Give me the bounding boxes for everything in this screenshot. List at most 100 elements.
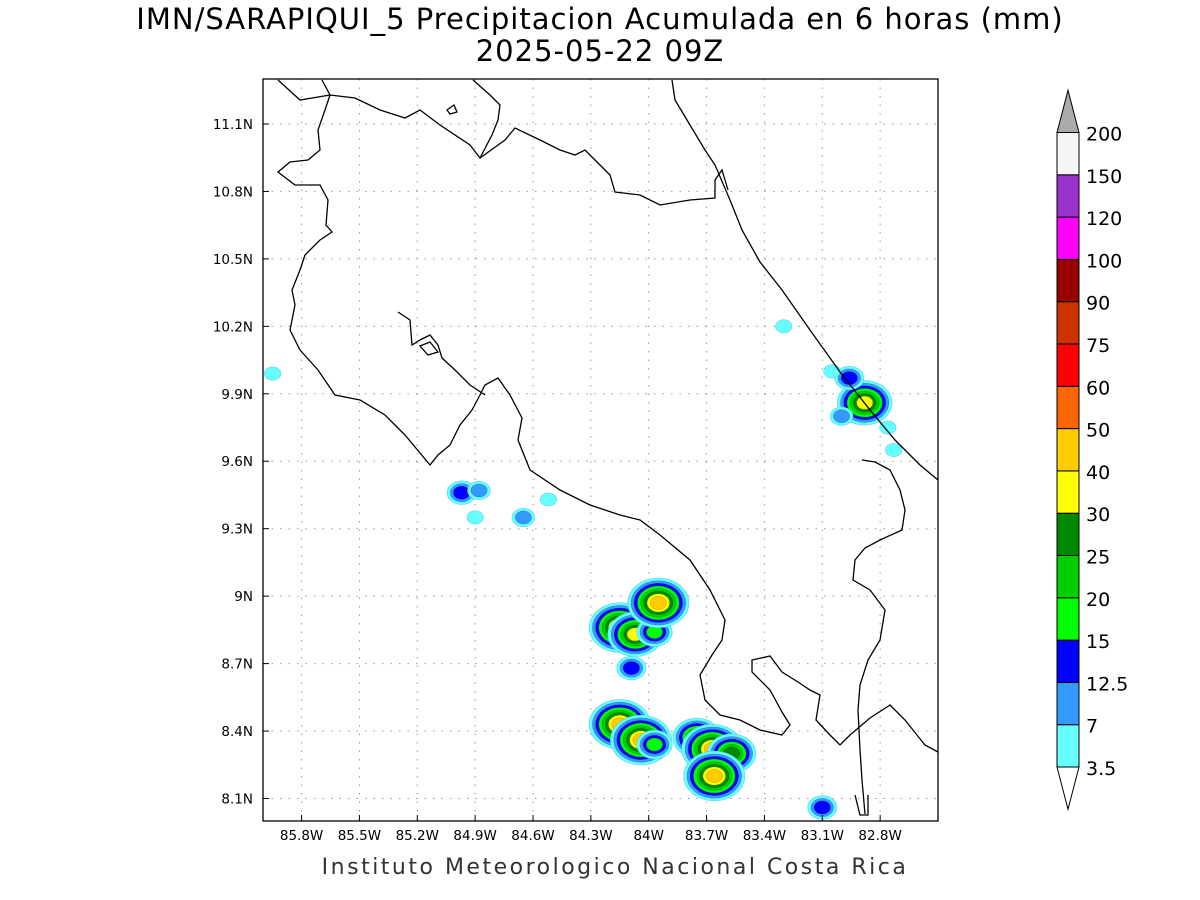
colorbar-below-triangle — [1056, 766, 1080, 812]
precip-cell — [466, 510, 484, 525]
colorbar-labels: 3.5 7 12.5 15 20 25 30 40 50 60 75 90 100 120 150 200 — [1086, 124, 1128, 781]
precip-cell — [627, 577, 690, 628]
colorbar-level-label: 15 — [1086, 631, 1110, 653]
colorbar-box — [1056, 132, 1080, 176]
colorbar-box — [1056, 258, 1080, 303]
colorbar-level-label: 75 — [1086, 335, 1110, 357]
colorbar-level-label: 25 — [1086, 547, 1110, 569]
precip-cell — [683, 750, 746, 802]
nicoya-peninsula — [397, 311, 486, 396]
nicaragua-coast-north — [277, 79, 729, 206]
colorbar-box — [1056, 597, 1080, 641]
pacific-coast — [276, 79, 938, 753]
nicoya-island — [418, 341, 440, 356]
colorbar-box — [1056, 385, 1080, 430]
chart-subtitle: 2025-05-22 09Z — [475, 34, 725, 68]
footer-credit: Instituto Meteorologico Nacional Costa R… — [321, 855, 909, 880]
colorbar-box — [1056, 428, 1080, 472]
y-tick-label: 10.2N — [213, 319, 253, 335]
x-tick-label: 85.5W — [338, 828, 381, 844]
precip-contour — [514, 510, 532, 525]
colorbar-above-triangle — [1056, 88, 1080, 133]
map-frame — [262, 78, 939, 822]
map-background — [263, 79, 938, 821]
coastline — [276, 79, 938, 816]
colorbar-level-label: 120 — [1086, 208, 1122, 230]
y-tick-label: 9N — [234, 589, 253, 605]
precip-cell — [885, 443, 903, 457]
y-tick-label: 9.6N — [221, 454, 253, 470]
precip-cell — [467, 480, 491, 500]
y-axis-ticks: 11.1N 10.8N 10.5N 10.2N 9.9N 9.6N 9.3N 9N 8.7N 8.… — [213, 117, 269, 808]
nicaragua-lake-shore — [472, 79, 501, 159]
colorbar-level-label: 3.5 — [1086, 758, 1116, 780]
precip-cell — [539, 492, 557, 507]
precip-contour — [879, 420, 897, 435]
x-tick-label: 84W — [633, 828, 664, 844]
y-tick-label: 8.7N — [221, 657, 253, 673]
colorbar-level-label: 100 — [1086, 250, 1122, 272]
colorbar-level-label: 50 — [1086, 420, 1110, 442]
precip-cell — [829, 406, 854, 426]
y-tick-label: 11.1N — [213, 117, 253, 133]
precip-cell — [879, 420, 897, 435]
colorbar-boxes — [1056, 88, 1080, 812]
colorbar-level-label: 12.5 — [1086, 673, 1128, 695]
precip-cell — [264, 366, 282, 381]
y-tick-label: 9.9N — [221, 387, 253, 403]
y-tick-label: 8.4N — [221, 724, 253, 740]
precip-cell — [775, 319, 793, 334]
chart-title: IMN/SARAPIQUI_5 Precipitacion Acumulada … — [136, 2, 1064, 36]
x-tick-label: 84.3W — [569, 828, 612, 844]
colorbar-box — [1056, 301, 1080, 345]
colorbar-box — [1056, 724, 1080, 768]
colorbar-level-label: 150 — [1086, 166, 1122, 188]
precip-contour — [775, 319, 793, 334]
precip-contour — [705, 769, 723, 783]
x-tick-label: 83.7W — [685, 828, 728, 844]
colorbar-box — [1056, 512, 1080, 557]
x-axis-ticks: 85.8W 85.5W 85.2W 84.9W 84.6W 84.3W 84W 83.7W 83… — [280, 815, 902, 844]
x-tick-label: 85.8W — [280, 828, 323, 844]
panama-border — [852, 459, 906, 815]
x-tick-label: 85.2W — [396, 828, 439, 844]
precip-contour — [539, 492, 557, 507]
caribbean-coast — [671, 79, 938, 481]
colorbar-box — [1056, 639, 1080, 683]
precip-contour — [646, 737, 663, 752]
colorbar-level-label: 90 — [1086, 293, 1110, 315]
precip-contour — [622, 661, 640, 675]
colorbar-level-label: 60 — [1086, 377, 1110, 399]
colorbar-box — [1056, 343, 1080, 387]
precip-cell — [511, 507, 536, 527]
precip-contour — [264, 366, 282, 381]
colorbar-level-label: 7 — [1086, 716, 1098, 738]
colorbar-box — [1056, 470, 1080, 514]
precip-contour — [885, 443, 903, 457]
precip-contour — [833, 409, 850, 424]
x-tick-label: 84.9W — [453, 828, 496, 844]
precip-contour — [813, 800, 831, 815]
y-tick-label: 10.5N — [213, 252, 253, 268]
x-tick-label: 83.4W — [743, 828, 786, 844]
precip-contour — [466, 510, 484, 525]
colorbar-box — [1056, 174, 1080, 218]
x-tick-label: 84.6W — [511, 828, 554, 844]
colorbar-level-label: 40 — [1086, 462, 1110, 484]
colorbar-box — [1056, 216, 1080, 260]
precip-cell — [616, 656, 647, 681]
colorbar-level-label: 20 — [1086, 589, 1110, 611]
colorbar-level-label: 30 — [1086, 504, 1110, 526]
colorbar-level-label: 200 — [1086, 124, 1122, 146]
x-tick-label: 82.8W — [858, 828, 901, 844]
colorbar-box — [1056, 555, 1080, 599]
precip-contour — [470, 483, 488, 498]
y-tick-label: 8.1N — [221, 792, 253, 808]
small-island — [446, 104, 458, 115]
y-tick-label: 9.3N — [221, 522, 253, 538]
y-tick-label: 10.8N — [213, 184, 253, 200]
burica-peninsula — [854, 794, 869, 816]
precip-cell — [834, 365, 865, 391]
